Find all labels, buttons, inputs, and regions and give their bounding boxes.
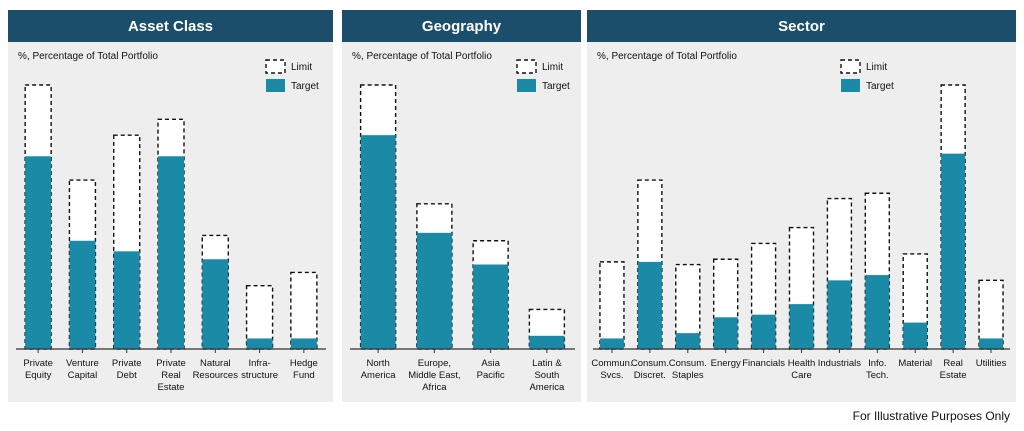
x-tick-label: Utilities — [976, 358, 1007, 369]
panel-geography: Geography %, Percentage of Total Portfol… — [342, 10, 581, 402]
x-tick-label: Private — [112, 358, 142, 369]
legend-target-swatch — [841, 79, 860, 92]
x-tick-label: Industrials — [818, 358, 862, 369]
asset-class-chart: LimitTargetPrivateEquityVentureCapitalPr… — [16, 59, 326, 393]
x-tick-label: Estate — [158, 382, 185, 393]
target-bar — [473, 264, 509, 349]
legend-limit-swatch — [265, 59, 286, 74]
x-tick-label: Staples — [672, 370, 704, 381]
x-tick-label: Venture — [66, 358, 99, 369]
target-bar — [751, 314, 776, 349]
panel-title: Asset Class — [8, 10, 333, 42]
target-bar — [979, 338, 1004, 349]
x-tick-label: Resources — [193, 370, 239, 381]
target-bar — [202, 259, 229, 349]
legend-limit-label: Limit — [866, 62, 887, 73]
panel-title: Sector — [587, 10, 1016, 42]
x-tick-label: Private — [156, 358, 186, 369]
x-tick-label: structure — [241, 370, 278, 381]
x-tick-label: Real — [943, 358, 963, 369]
x-tick-label: Financials — [742, 358, 785, 369]
y-axis-subtitle: %, Percentage of Total Portfolio — [352, 51, 492, 62]
target-bar — [599, 338, 624, 349]
legend-target-swatch — [266, 79, 285, 92]
x-tick-label: Estate — [940, 370, 967, 381]
x-tick-label: Middle East, — [408, 370, 460, 381]
legend-target-swatch — [517, 79, 536, 92]
x-tick-label: Tech. — [866, 370, 889, 381]
target-bar — [158, 156, 184, 349]
legend-target-label: Target — [291, 81, 319, 92]
limit-bar — [290, 271, 318, 350]
panel-title: Geography — [342, 10, 581, 42]
target-bar — [69, 240, 96, 349]
footer-note: For Illustrative Purposes Only — [852, 409, 1010, 423]
x-tick-label: Pacific — [477, 370, 505, 381]
panel-asset-class: Asset Class %, Percentage of Total Portf… — [8, 10, 333, 402]
target-bar — [246, 338, 273, 349]
target-bar — [903, 322, 928, 349]
target-bar — [113, 251, 140, 349]
target-bar — [675, 333, 700, 349]
x-tick-label: Care — [791, 370, 812, 381]
target-bar — [827, 280, 852, 349]
x-tick-label: Asia — [481, 358, 500, 369]
x-tick-label: Equity — [25, 370, 52, 381]
x-tick-label: Latin & — [532, 358, 562, 369]
x-tick-label: Capital — [68, 370, 98, 381]
x-tick-label: Debt — [117, 370, 137, 381]
x-tick-label: Fund — [293, 370, 315, 381]
x-tick-label: North — [367, 358, 390, 369]
legend-target-label: Target — [542, 81, 570, 92]
target-bar — [25, 156, 52, 349]
legend-limit-swatch — [516, 59, 537, 74]
x-tick-label: Infra- — [248, 358, 270, 369]
x-tick-label: America — [361, 370, 397, 381]
x-tick-label: Europe, — [418, 358, 451, 369]
legend-limit-swatch — [840, 59, 861, 74]
limit-bar — [978, 279, 1004, 350]
legend-limit-label: Limit — [542, 62, 563, 73]
x-tick-label: Private — [23, 358, 53, 369]
y-axis-subtitle: %, Percentage of Total Portfolio — [597, 51, 737, 62]
x-tick-label: South — [534, 370, 559, 381]
y-axis-subtitle: %, Percentage of Total Portfolio — [18, 51, 158, 62]
legend-target-label: Target — [866, 81, 894, 92]
panel-sector: Sector %, Percentage of Total Portfolio … — [587, 10, 1016, 402]
x-tick-label: Material — [898, 358, 932, 369]
x-tick-label: Info. — [868, 358, 887, 369]
target-bar — [789, 304, 814, 349]
x-tick-label: Energy — [711, 358, 741, 369]
target-bar — [713, 317, 738, 349]
target-bar — [637, 261, 662, 349]
x-tick-label: Consum. — [631, 358, 669, 369]
x-tick-label: Discret. — [634, 370, 666, 381]
target-bar — [529, 335, 565, 349]
x-tick-label: Health — [788, 358, 815, 369]
legend-limit-label: Limit — [291, 62, 312, 73]
x-tick-label: America — [529, 382, 565, 393]
sector-chart: Limit Target Commun.Svcs. Consum.Discret.Co… — [591, 59, 1010, 381]
target-bar — [290, 338, 317, 349]
x-tick-label: Africa — [422, 382, 447, 393]
x-tick-label: Hedge — [290, 358, 318, 369]
x-tick-label: Real — [161, 370, 181, 381]
x-tick-label: Consum. — [669, 358, 707, 369]
limit-bar — [599, 261, 625, 350]
x-tick-label: Svcs. — [600, 370, 623, 381]
target-bar — [865, 275, 890, 349]
x-tick-label: Natural — [200, 358, 231, 369]
x-tick-label: Commun. — [591, 358, 632, 369]
target-bar — [360, 135, 396, 349]
target-bar — [416, 232, 452, 349]
target-bar — [941, 153, 966, 349]
